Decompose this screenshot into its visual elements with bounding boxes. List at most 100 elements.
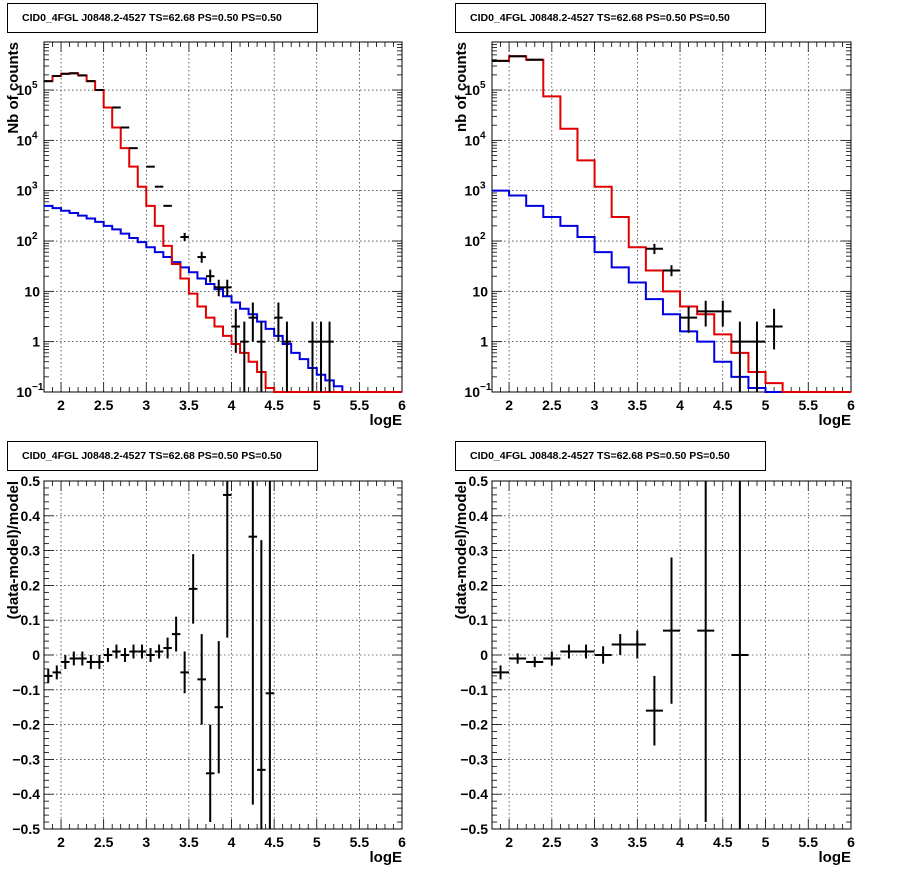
pad1-data-point	[197, 251, 206, 263]
pad2-xlabel: logE	[819, 412, 852, 429]
pad3-data-point	[61, 655, 70, 669]
pad3-title: CID0_4FGL J0848.2-4527 TS=62.68 PS=0.50 …	[22, 450, 282, 462]
pad1-xtick-label: 3.5	[179, 397, 199, 413]
pad1-ytick-exponent: 3	[32, 181, 38, 192]
pad1-xtick-label: 5	[313, 397, 321, 413]
pad4-xtick-label: 3.5	[628, 834, 648, 850]
pad3-xtick-label: 3.5	[179, 834, 199, 850]
pad3-data-point	[197, 634, 206, 725]
pad1-xtick-label: 6	[398, 397, 406, 413]
pad2-xtick-label: 2.5	[542, 397, 562, 413]
pad2-ytick-label: 10	[464, 183, 480, 199]
pad1-ytick-label: 10	[16, 183, 32, 199]
pad2-ytick-label: 10	[464, 233, 480, 249]
pad2-ytick-label: 10	[464, 384, 480, 400]
pad1-data-point	[325, 321, 334, 392]
pad1-ytick-exponent: 2	[32, 231, 38, 242]
pad1-data-point	[223, 279, 232, 297]
pad4-xtick-label: 5.5	[799, 834, 819, 850]
pad4-ytick-label: 0.5	[469, 473, 489, 489]
pad2-xtick-label: 4.5	[713, 397, 733, 413]
pad3-data-point	[154, 644, 164, 659]
pad1-xlabel: logE	[370, 412, 403, 429]
pad3-xlabel: logE	[370, 849, 403, 866]
pad3-data-point	[146, 648, 155, 662]
pad4-ytick-label: −0.4	[460, 786, 488, 802]
pad3-xtick-label: 4.5	[264, 834, 284, 850]
pad2-data-point	[697, 300, 715, 327]
pad3-ylabel: (data-model)/model	[5, 481, 22, 619]
pad3-data-point	[163, 637, 172, 659]
pad3-ytick-label: −0.2	[12, 717, 40, 733]
pad3-data-point	[95, 655, 104, 669]
pad4-ytick-label: 0.2	[469, 577, 489, 593]
pad3-ytick-label: 0.3	[21, 543, 41, 559]
pad2-ytick-label: 10	[472, 283, 488, 299]
pad3-data-point	[248, 481, 258, 805]
pad4-data-point	[662, 557, 681, 704]
pad4-xtick-label: 4	[676, 834, 684, 850]
pad2-data-point	[765, 308, 783, 350]
pad2-ytick-label: 10	[464, 132, 480, 148]
pad4-title: CID0_4FGL J0848.2-4527 TS=62.68 PS=0.50 …	[470, 450, 730, 462]
pad4-data-point	[645, 675, 663, 746]
pad1-data-point	[240, 321, 249, 392]
pad3-xtick-label: 2.5	[94, 834, 114, 850]
pad4-data-point	[697, 481, 715, 823]
pad2-xtick-label: 3	[591, 397, 599, 413]
pad4-ylabel: (data-model)/model	[453, 481, 470, 619]
pad3-data-point	[120, 648, 130, 662]
pad4-xtick-label: 2.5	[542, 834, 562, 850]
pad1-ytick-label: 10	[24, 283, 40, 299]
pad2-xtick-label: 5	[762, 397, 770, 413]
pad1-ytick-label: 1	[32, 334, 40, 350]
pad3-data-point	[129, 644, 138, 659]
pad3-data-point	[78, 651, 87, 666]
pad3-ytick-label: 0.1	[21, 612, 41, 628]
pad3-data-point	[103, 648, 113, 662]
pad1-title-box: CID0_4FGL J0848.2-4527 TS=62.68 PS=0.50 …	[7, 3, 318, 33]
pad2-ytick-label: 1	[480, 334, 488, 350]
pad3-ytick-label: −0.1	[12, 682, 40, 698]
pad1-data-point	[257, 321, 266, 392]
pad2-total-model-line	[492, 55, 851, 393]
pad2-ytick-exponent: 4	[480, 130, 486, 141]
pad1-ytick-label: 10	[16, 233, 32, 249]
pad2-xtick-label: 3.5	[628, 397, 648, 413]
pad4-data-point	[628, 630, 646, 659]
pad4-data-point	[543, 651, 561, 666]
pad1-title: CID0_4FGL J0848.2-4527 TS=62.68 PS=0.50 …	[22, 12, 282, 24]
pad4-xlabel: logE	[819, 849, 852, 866]
pad4-ytick-label: 0	[480, 647, 488, 663]
pad1-ytick-label: 10	[16, 132, 32, 148]
pad1-xtick-label: 3	[142, 397, 150, 413]
pad4-xtick-label: 5	[762, 834, 770, 850]
pad3-xtick-label: 2	[57, 834, 65, 850]
pad3-data-point	[205, 724, 215, 823]
pad2-data-point	[680, 306, 698, 333]
pad2-xtick-label: 6	[847, 397, 855, 413]
pad2-ytick-exponent: 3	[480, 181, 486, 192]
pad4-data-point	[577, 644, 595, 659]
pad4-plot: 2 2.5 3 3.5 4 4.5 5 5.5 6 −0.5 −0.4 −0.3 −0.2 −0.1 0 0.…	[453, 473, 855, 866]
pad4-ytick-label: 0.3	[469, 543, 489, 559]
pad4-ytick-label: −0.5	[460, 821, 488, 837]
pad1-ytick-exponent: 5	[32, 80, 38, 91]
pad3-data-point	[69, 651, 79, 666]
pad1-xtick-label: 2.5	[94, 397, 114, 413]
pad3-data-point	[112, 644, 121, 659]
pad3-xtick-label: 3	[142, 834, 150, 850]
pad3-data-point	[223, 481, 232, 638]
pad4-data-point	[509, 653, 527, 664]
pad3-xtick-label: 5.5	[350, 834, 370, 850]
pad3-data-point	[137, 644, 147, 659]
pad3-plot: 2 2.5 3 3.5 4 4.5 5 5.5 6 −0.5 −0.4 −0.3 −0.2 −0.1 0 0.…	[5, 473, 406, 866]
pad3-ytick-label: −0.5	[12, 821, 40, 837]
pad1-data-point	[274, 302, 283, 342]
pad3-ytick-label: 0.5	[21, 473, 41, 489]
pad3-xtick-label: 4	[228, 834, 236, 850]
pad3-data-point	[214, 641, 223, 774]
pad1-data-point	[180, 232, 189, 242]
